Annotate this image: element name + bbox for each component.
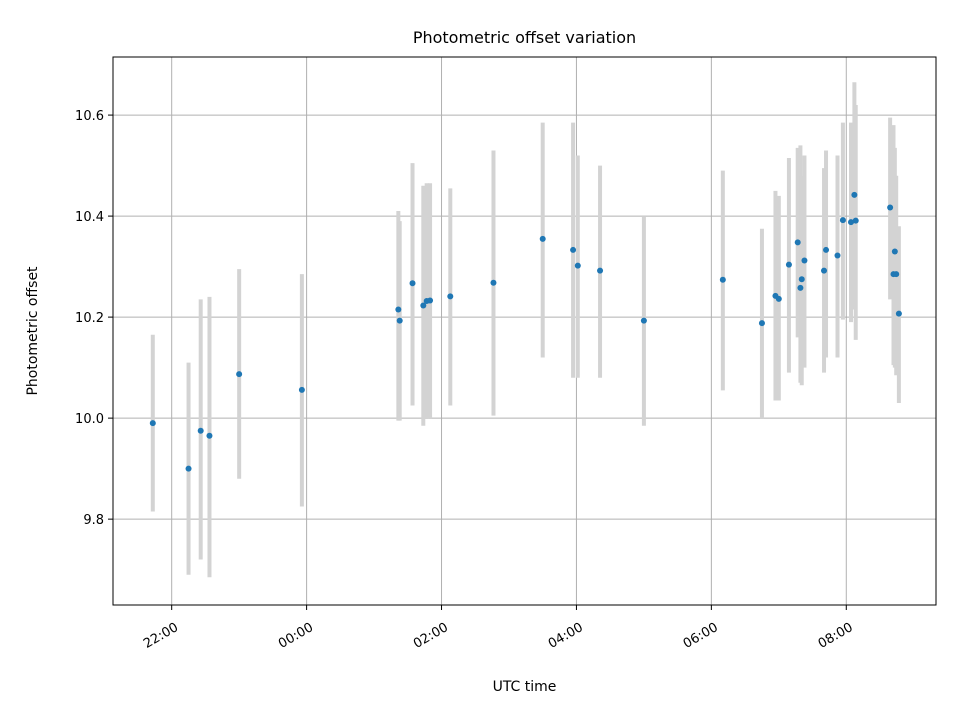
data-point [640, 317, 647, 324]
data-point [298, 386, 305, 393]
y-axis-label: Photometric offset [25, 266, 41, 396]
x-axis-label: UTC time [493, 679, 557, 695]
y-tick-label: 10.2 [75, 311, 104, 326]
data-point [197, 427, 204, 434]
y-axis-ticks: 9.8 10.0 10.2 10.4 10.6 [75, 109, 113, 528]
data-point [891, 248, 898, 255]
y-tick-label: 9.8 [83, 513, 104, 528]
y-tick-label: 10.0 [75, 412, 104, 427]
data-point [785, 261, 792, 268]
data-point [597, 267, 604, 274]
data-point [834, 252, 841, 259]
data-point [447, 293, 454, 300]
data-point [823, 246, 830, 253]
data-point [539, 235, 546, 242]
data-point [236, 371, 243, 378]
data-point [848, 219, 855, 226]
y-tick-label: 10.6 [75, 109, 104, 124]
data-point [409, 280, 416, 287]
data-point [851, 191, 858, 198]
chart-title: Photometric offset variation [413, 28, 636, 47]
data-point [794, 239, 801, 246]
data-point [420, 302, 427, 309]
plot-area-frame [112, 56, 937, 606]
data-point [798, 276, 805, 283]
data-point [775, 295, 782, 302]
data-point [821, 267, 828, 274]
data-point [570, 246, 577, 253]
y-tick-label: 10.4 [75, 210, 104, 225]
data-point [185, 465, 192, 472]
data-point [395, 306, 402, 313]
data-point [852, 217, 859, 224]
data-point [893, 271, 900, 278]
data-point [574, 262, 581, 269]
data-point [427, 297, 434, 304]
data-point [149, 420, 156, 427]
data-point [758, 320, 765, 327]
data-point [839, 217, 846, 224]
data-point [490, 279, 497, 286]
data-point [396, 317, 403, 324]
data-point [797, 284, 804, 291]
data-point [895, 310, 902, 317]
data-point [206, 432, 213, 439]
data-points [149, 191, 902, 472]
data-point [719, 276, 726, 283]
data-point [887, 204, 894, 211]
data-point [801, 257, 808, 264]
